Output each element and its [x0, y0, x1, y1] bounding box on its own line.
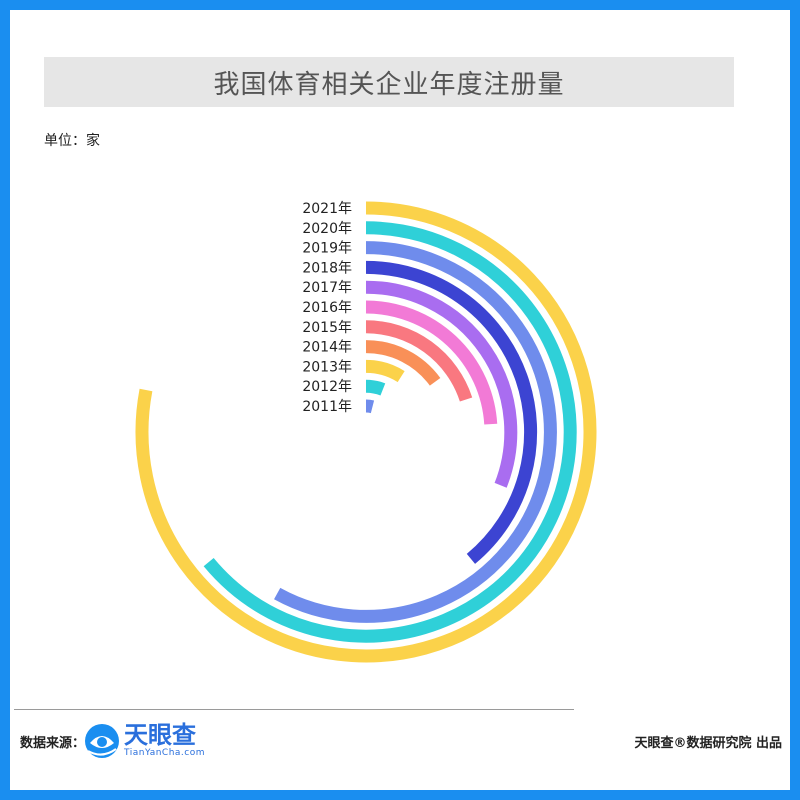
source-label: 数据来源： [20, 736, 86, 751]
title-bar: 我国体育相关企业年度注册量 [44, 57, 734, 107]
year-label-2011年: 2011年 [302, 399, 352, 415]
year-label-2021年: 2021年 [302, 201, 352, 217]
producer-credit: 天眼查®数据研究院 出品 [634, 736, 782, 751]
logo-name: 天眼查 [124, 721, 196, 749]
year-label-2014年: 2014年 [302, 340, 352, 356]
arc-bar-2012年 [365, 379, 386, 396]
arc-bar-2013年 [365, 359, 405, 383]
arc-bar-2019年 [274, 241, 557, 623]
arc-bar-2021年 [135, 201, 597, 663]
year-label-2019年: 2019年 [302, 241, 352, 257]
tianyancha-logo: 天眼查 TianYanCha.com [84, 722, 205, 759]
arc-bar-2016年 [365, 300, 498, 425]
unit-label: 单位：家 [44, 133, 100, 149]
chart-title: 我国体育相关企业年度注册量 [213, 69, 565, 100]
year-label-2018年: 2018年 [302, 260, 352, 276]
logo-domain: TianYanCha.com [124, 748, 206, 758]
arc-bar-2020年 [203, 221, 577, 643]
year-label-2016年: 2016年 [302, 300, 352, 316]
arc-bar-2014年 [365, 340, 441, 386]
year-label-2017年: 2017年 [302, 280, 352, 296]
arc-bar-2011年 [365, 399, 375, 414]
footer-divider [14, 709, 574, 710]
arc-bar-2017年 [365, 280, 518, 488]
year-label-2012年: 2012年 [302, 379, 352, 395]
year-label-2020年: 2020年 [302, 221, 352, 237]
year-label-2013年: 2013年 [302, 359, 352, 375]
year-label-2015年: 2015年 [302, 320, 352, 336]
eye-logo-icon [85, 723, 119, 758]
arc-bar-2018年 [365, 260, 538, 564]
arc-bar-2015年 [365, 320, 473, 402]
